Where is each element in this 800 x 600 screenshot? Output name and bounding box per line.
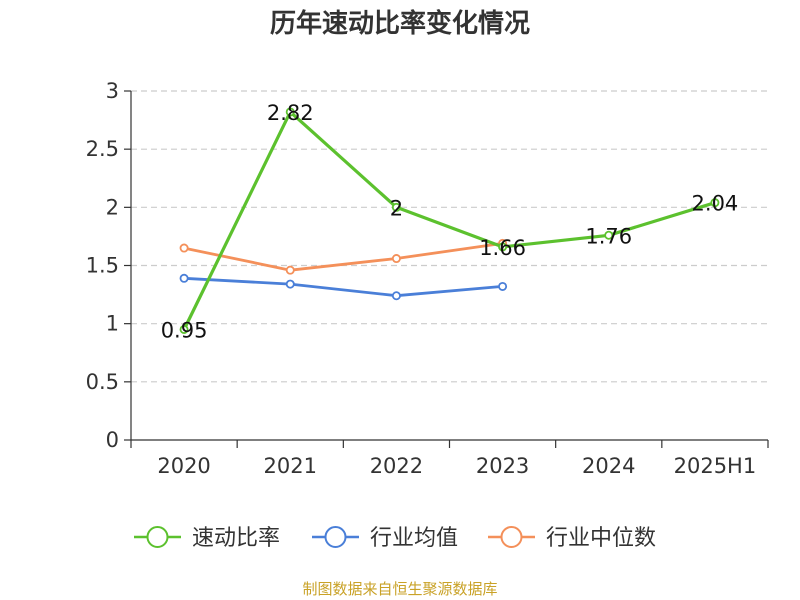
source-note: 制图数据来自恒生聚源数据库: [302, 580, 497, 598]
x-tick-label: 2025H1: [674, 454, 757, 478]
data-point: [710, 198, 720, 208]
data-labels: 0.95 2.82 2 1.66 1.76 2.04: [161, 101, 739, 343]
y-tick-label: 0: [106, 428, 119, 452]
y-tick-label: 1.5: [86, 254, 119, 278]
legend-label: 行业中位数: [546, 526, 656, 551]
data-label: 1.66: [479, 236, 526, 260]
x-tick-label: 2020: [157, 454, 210, 478]
legend-marker: [500, 526, 523, 548]
legend-marker: [324, 526, 347, 548]
data-point: [498, 242, 508, 252]
x-tick-label: 2024: [582, 454, 635, 478]
data-point: [179, 324, 189, 334]
legend-label: 速动比率: [192, 526, 280, 551]
series-layer: [179, 107, 720, 334]
legend-label: 行业均值: [370, 526, 458, 551]
y-tick-label: 1: [106, 312, 119, 336]
data-label: 2.04: [692, 192, 739, 216]
data-point: [391, 202, 401, 212]
axes: 0 0.5 1 1.5 2 2.5 3 2020 2021 2022 2023 2024 2025H1: [86, 79, 769, 478]
y-tick-label: 2: [106, 195, 119, 219]
legend-marker: [146, 526, 169, 548]
data-label: 2.82: [267, 101, 314, 125]
data-label: 1.76: [585, 224, 632, 248]
x-tick-label: 2022: [370, 454, 423, 478]
data-point: [285, 279, 295, 289]
grid-lines: [131, 90, 768, 383]
data-point: [604, 230, 614, 240]
data-point: [391, 291, 401, 301]
data-point: [391, 254, 401, 264]
series-line: [182, 110, 716, 331]
data-label: 2: [390, 196, 403, 220]
y-tick-label: 2.5: [86, 137, 119, 161]
data-point: [498, 281, 508, 291]
data-point: [285, 265, 295, 275]
chart-title: 历年速动比率变化情况: [270, 8, 530, 39]
series-line: [183, 242, 503, 272]
y-tick-label: 0.5: [86, 370, 119, 394]
data-point: [179, 273, 189, 283]
legend: 速动比率 行业均值 行业中位数: [134, 526, 656, 551]
data-point: [285, 107, 295, 117]
x-tick-label: 2023: [476, 454, 529, 478]
y-tick-label: 3: [106, 79, 119, 103]
data-point: [179, 243, 189, 253]
series-line: [184, 276, 503, 298]
x-tick-label: 2021: [264, 454, 317, 478]
data-label: 0.95: [161, 318, 208, 342]
